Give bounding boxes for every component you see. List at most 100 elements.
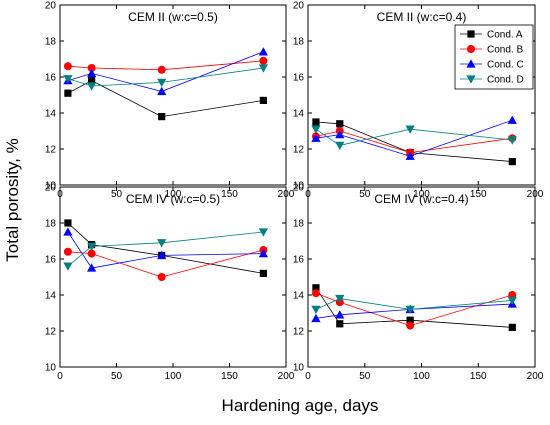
y-tick-label: 10 [45,363,57,374]
data-point [507,136,517,145]
panel-4: 0 50 100 150 200 10 12 14 16 18 20 CEM IV (w:c=0.4) [293,183,544,383]
data-point [87,263,97,272]
data-point [157,86,167,96]
data-point [405,151,415,160]
y-tick-label: 16 [293,255,305,266]
y-tick-label: 12 [293,327,305,338]
y-tick-label: 14 [293,291,305,302]
y-tick-label: 20 [293,183,305,194]
series-line [315,119,513,157]
data-point [406,321,415,330]
series-line [67,231,264,269]
data-point [258,64,268,73]
panel-title: CEM II (w:c=0.5) [128,10,218,24]
data-point [335,130,345,139]
data-point [336,320,344,328]
data-point [311,125,321,134]
x-axis-label: Hardening age, days [222,396,379,415]
x-tick-label: 0 [57,371,63,382]
data-point [87,68,97,78]
series-line [315,292,513,327]
data-point [64,219,72,227]
data-point [87,242,97,251]
data-point [63,262,73,271]
data-point [259,96,267,104]
data-point [312,118,320,126]
y-tick-label: 12 [293,145,305,156]
x-tick-label: 0 [305,371,311,382]
data-point [157,239,167,248]
y-tick-label: 18 [293,219,305,230]
series-line [67,67,264,87]
data-point [406,316,414,324]
data-point [87,64,96,72]
x-tick-label: 150 [221,371,238,382]
x-tick-label: 100 [165,371,182,382]
panel-title: CEM II (w:c=0.4) [377,10,467,24]
data-point [63,62,72,71]
data-point [335,141,345,150]
series-line [67,231,264,267]
data-point [87,82,97,91]
data-point [87,249,96,258]
y-tick-label: 18 [45,219,57,230]
legend-label: Cond. C [487,60,524,71]
series-line [67,222,264,274]
x-tick-label: 50 [111,189,123,200]
data-point [259,56,268,65]
panel-title: CEM IV (w:c=0.4) [374,192,468,206]
x-tick-label: 100 [413,189,430,200]
legend-label: Cond. B [487,45,523,56]
y-tick-label: 16 [293,73,305,84]
data-point [258,249,268,258]
y-tick-label: 14 [45,109,57,120]
series-line [315,303,513,319]
y-tick-label: 14 [293,109,305,120]
plot-frame [307,186,536,368]
data-point [311,133,321,142]
series-line [315,287,513,328]
data-point [507,296,517,305]
data-point [88,77,96,85]
series-line [315,298,513,310]
data-point [157,78,167,87]
y-tick-label: 20 [45,183,57,194]
x-tick-label: 100 [413,371,430,382]
y-tick-label: 12 [45,145,57,156]
y-tick-label: 18 [45,37,57,48]
data-point [258,228,268,237]
data-point [335,294,345,304]
x-tick-label: 50 [111,371,123,382]
x-tick-label: 50 [359,371,371,382]
legend: Cond. A Cond. B Cond. C Cond. D [454,24,534,90]
series-line [67,249,264,278]
data-point [311,313,321,323]
data-point [508,158,516,166]
y-axis-label: Total porosity, % [3,138,22,261]
y-tick-label: 20 [293,1,305,12]
series-line [315,121,513,162]
data-point [312,284,320,292]
x-tick-label: 200 [278,371,295,382]
data-point [158,113,166,121]
data-point [336,120,344,128]
panel-title: CEM IV (w:c=0.5) [126,192,220,206]
y-tick-label: 16 [45,73,57,84]
data-point [157,273,166,281]
data-point [507,115,517,124]
data-point [64,89,72,97]
data-point [157,250,167,260]
series-line [67,60,264,71]
data-point [311,289,320,298]
panel-3: 0 50 100 150 200 10 12 14 16 18 20 CEM IV (w:c=0.5) [45,183,295,383]
legend-marker [466,75,476,84]
y-tick-label: 18 [293,37,305,48]
x-tick-label: 50 [359,189,371,200]
data-point [259,269,267,277]
data-point [63,227,73,236]
series-line [67,51,264,92]
